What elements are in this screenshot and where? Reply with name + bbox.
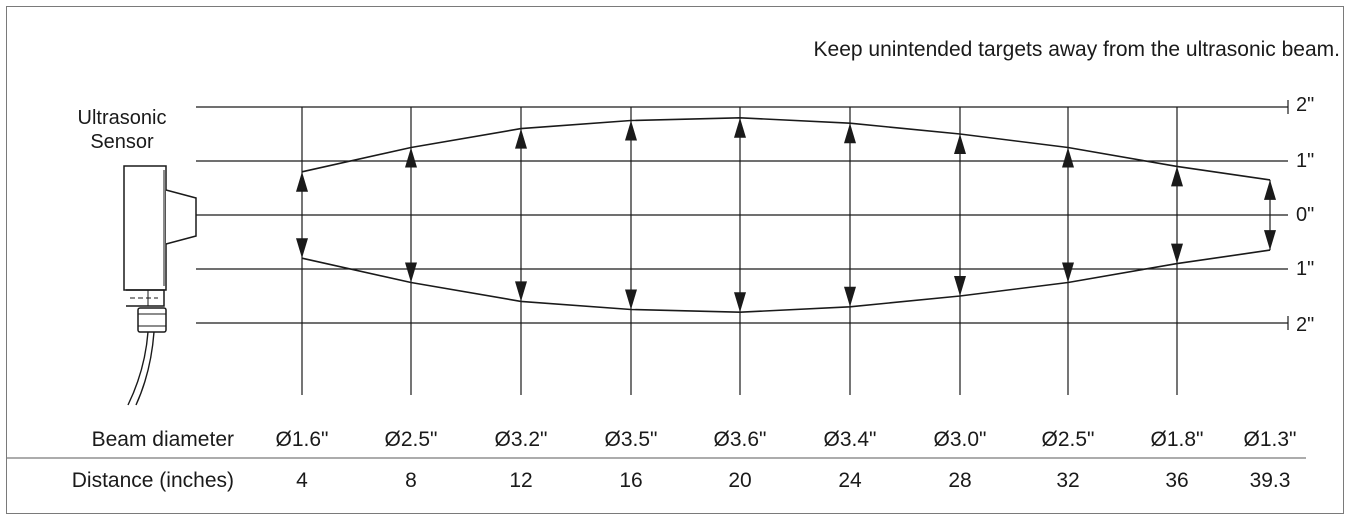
distance-row-label: Distance (inches) — [72, 469, 234, 492]
sensor-label-line1: Ultrasonic — [78, 107, 167, 129]
arrowhead-down-icon — [1062, 262, 1074, 283]
beam-measurement — [515, 107, 527, 395]
arrowhead-down-icon — [405, 262, 417, 283]
beam-diameter-value: Ø1.8" — [1151, 428, 1204, 451]
beam-measurement — [954, 107, 966, 395]
distance-value: 28 — [948, 469, 971, 492]
arrowhead-up-icon — [734, 117, 746, 138]
arrowhead-up-icon — [1171, 166, 1183, 187]
scale-label-bottom-1: 1" — [1296, 258, 1314, 280]
beam-diameter-value: Ø3.5" — [605, 428, 658, 451]
diagram-frame — [6, 6, 1344, 514]
arrowhead-down-icon — [734, 292, 746, 313]
beam-measurement — [625, 107, 637, 395]
beam-measurement — [1264, 179, 1276, 251]
beam-envelope — [301, 117, 1271, 313]
ultrasonic-sensor-icon — [123, 165, 197, 406]
beam-diameter-value: Ø3.6" — [714, 428, 767, 451]
distance-value: 16 — [619, 469, 642, 492]
scale-label-0: 0" — [1296, 204, 1314, 226]
beam-warning-note: Keep unintended targets away from the ul… — [814, 38, 1340, 61]
beam-measurement — [405, 107, 417, 395]
arrowhead-down-icon — [1171, 243, 1183, 264]
beam-measurement — [844, 107, 856, 395]
arrowhead-down-icon — [625, 289, 637, 310]
beam-diameter-value: Ø1.3" — [1244, 428, 1297, 451]
beam-measurement — [1171, 107, 1183, 395]
beam-diameter-value: Ø2.5" — [1042, 428, 1095, 451]
distance-value: 39.3 — [1250, 469, 1291, 492]
beam-measurement — [296, 107, 308, 395]
arrowhead-up-icon — [844, 123, 856, 144]
arrowhead-up-icon — [296, 171, 308, 192]
arrowhead-up-icon — [1062, 147, 1074, 168]
beam-diameter-value: Ø3.4" — [824, 428, 877, 451]
beam-lower-edge — [301, 249, 1271, 313]
arrowhead-up-icon — [1264, 179, 1276, 200]
arrowhead-up-icon — [515, 128, 527, 149]
beam-diameter-value: Ø3.0" — [934, 428, 987, 451]
distance-value: 32 — [1056, 469, 1079, 492]
beam-diameter-value: Ø2.5" — [385, 428, 438, 451]
distance-value: 20 — [728, 469, 751, 492]
arrowhead-down-icon — [1264, 230, 1276, 251]
beam-diameter-row-label: Beam diameter — [92, 428, 234, 451]
arrowhead-down-icon — [296, 238, 308, 259]
distance-value: 36 — [1165, 469, 1188, 492]
beam-measurement — [734, 107, 746, 395]
beam-diameter-value: Ø3.2" — [495, 428, 548, 451]
sensor-label-line2: Sensor — [90, 131, 154, 153]
distance-value: 4 — [296, 469, 308, 492]
table-values: Ø1.6" Ø2.5" Ø3.2" Ø3.5" Ø3.6" Ø3.4" Ø3.0" Ø2.5"… — [276, 428, 1297, 492]
arrowhead-down-icon — [954, 276, 966, 296]
beam-upper-edge — [301, 117, 1271, 181]
arrowhead-up-icon — [625, 120, 637, 141]
beam-measurement — [1062, 107, 1074, 395]
distance-value: 24 — [838, 469, 862, 492]
beam-measurements — [296, 107, 1276, 395]
arrowhead-down-icon — [515, 281, 527, 302]
reference-lines — [196, 106, 1288, 324]
right-scale: 2" 1" 0" 1" 2" — [1296, 94, 1314, 336]
arrowhead-up-icon — [405, 147, 417, 168]
scale-label-top-2: 2" — [1296, 94, 1314, 116]
scale-label-top-1: 1" — [1296, 150, 1314, 172]
scale-label-bottom-2: 2" — [1296, 314, 1314, 336]
arrowhead-down-icon — [844, 286, 856, 307]
beam-diameter-value: Ø1.6" — [276, 428, 329, 451]
arrowhead-up-icon — [954, 134, 966, 154]
distance-value: 12 — [509, 469, 532, 492]
distance-value: 8 — [405, 469, 417, 492]
